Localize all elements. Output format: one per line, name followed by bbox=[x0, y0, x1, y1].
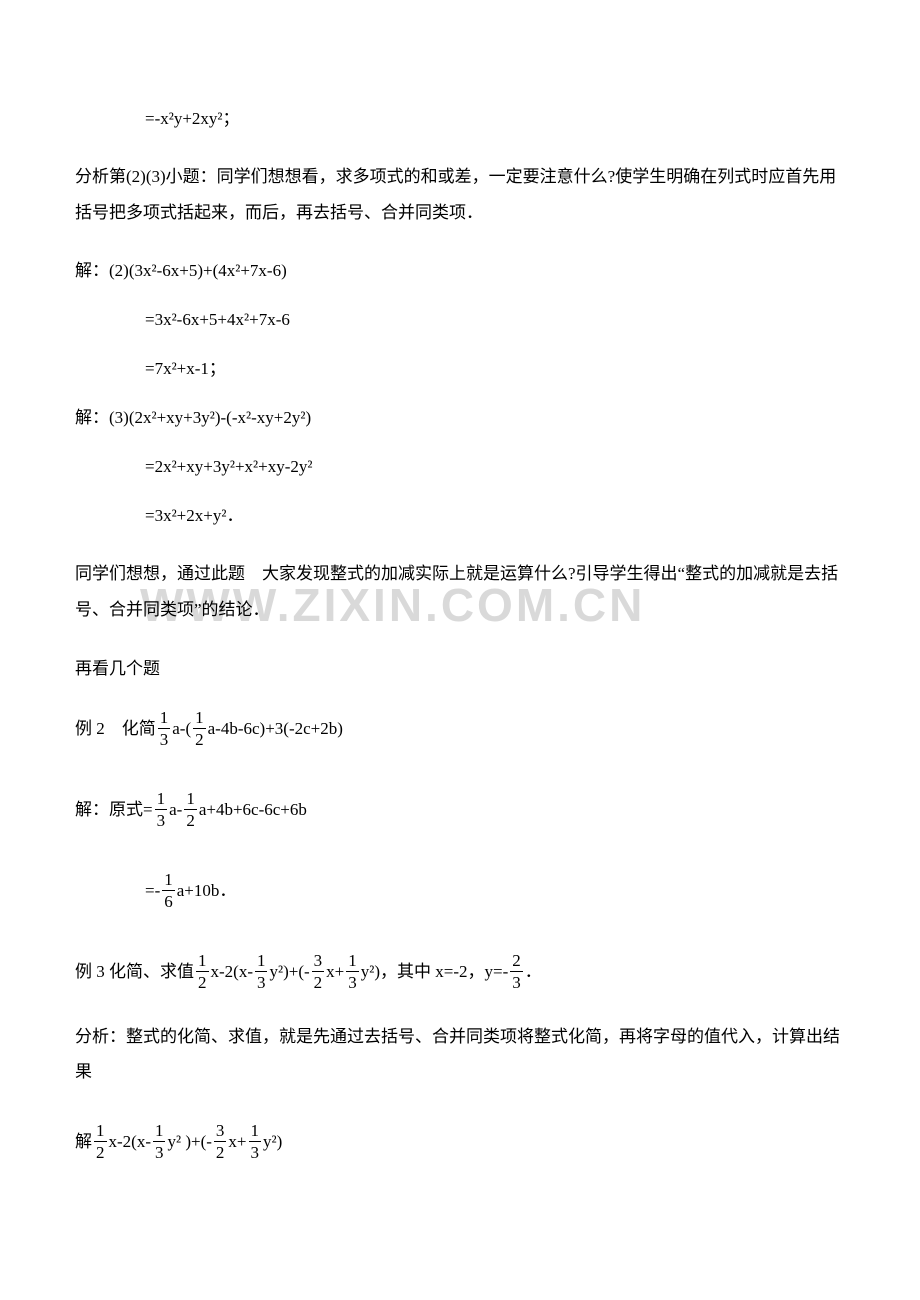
sol-3-header: 解：(3)(2x²+xy+3y²)-(-x²-xy+2y²) bbox=[75, 409, 845, 426]
sol-ex3-line: 解 12 x-2(x- 13 y² )+(- 32 x+ 13 y²) bbox=[75, 1122, 845, 1161]
sol3-text-b: x-2(x- bbox=[109, 1133, 151, 1150]
frac-1-3-f: 13 bbox=[249, 1122, 262, 1161]
frac-3-2: 32 bbox=[312, 952, 325, 991]
sol3-text-e: y²) bbox=[263, 1133, 282, 1150]
ex2-text-b: a-( bbox=[172, 720, 191, 737]
frac-1-2-b: 12 bbox=[184, 790, 197, 829]
analysis-ex3: 分析：整式的化简、求值，就是先通过去括号、合并同类项将整式化简，再将字母的值代入… bbox=[75, 1019, 845, 1090]
ex3-text-e: y²)，其中 x=-2，y=- bbox=[361, 963, 509, 980]
ex2-text-a: 例 2 化简 bbox=[75, 720, 156, 737]
ex2-text-c: a-4b-6c)+3(-2c+2b) bbox=[208, 720, 360, 737]
frac-2-3: 23 bbox=[510, 952, 523, 991]
frac-1-2: 12 bbox=[193, 709, 206, 748]
sol3-text-a: 解 bbox=[75, 1133, 92, 1150]
frac-1-3-d: 13 bbox=[346, 952, 359, 991]
sol2d-text-b: a+10b． bbox=[177, 882, 237, 899]
sol-2-step2: =7x²+x-1； bbox=[75, 360, 845, 377]
eq-line-1: =-x²y+2xy²； bbox=[75, 110, 845, 127]
frac-1-3: 13 bbox=[158, 709, 171, 748]
ex3-text-f: ． bbox=[525, 963, 559, 980]
sol3-text-d: x+ bbox=[228, 1133, 246, 1150]
more-examples-label: 再看几个题 bbox=[75, 660, 845, 677]
frac-1-6: 16 bbox=[162, 871, 175, 910]
sol3-text-c: y² )+(- bbox=[167, 1133, 211, 1150]
frac-1-3-c: 13 bbox=[255, 952, 268, 991]
ex3-text-d: x+ bbox=[326, 963, 344, 980]
sol-ex2-line2: =- 16 a+10b． bbox=[75, 871, 845, 910]
conclusion-para: 同学们想想，通过此题 大家发现整式的加减实际上就是运算什么?引导学生得出“整式的… bbox=[75, 556, 845, 627]
frac-1-3-b: 13 bbox=[155, 790, 168, 829]
sol-ex2-line1: 解：原式= 13 a- 12 a+4b+6c-6c+6b bbox=[75, 790, 845, 829]
sol-3-step1: =2x²+xy+3y²+x²+xy-2y² bbox=[75, 458, 845, 475]
sol-3-step2: =3x²+2x+y²． bbox=[75, 507, 845, 524]
analysis-2-3: 分析第(2)(3)小题：同学们想想看，求多项式的和或差，一定要注意什么?使学生明… bbox=[75, 159, 845, 230]
sol2-text-b: a- bbox=[169, 801, 182, 818]
frac-1-3-e: 13 bbox=[153, 1122, 166, 1161]
ex3-text-b: x-2(x- bbox=[211, 963, 253, 980]
ex3-text-a: 例 3 化简、求值 bbox=[75, 963, 194, 980]
example-2-line: 例 2 化简 13 a-( 12 a-4b-6c)+3(-2c+2b) bbox=[75, 709, 845, 748]
sol-2-header: 解：(2)(3x²-6x+5)+(4x²+7x-6) bbox=[75, 262, 845, 279]
ex3-text-c: y²)+(- bbox=[269, 963, 309, 980]
sol2-text-c: a+4b+6c-6c+6b bbox=[199, 801, 307, 818]
sol-2-step1: =3x²-6x+5+4x²+7x-6 bbox=[75, 311, 845, 328]
frac-3-2-b: 32 bbox=[214, 1122, 227, 1161]
sol2-text-a: 解：原式= bbox=[75, 801, 153, 818]
document-body: =-x²y+2xy²； 分析第(2)(3)小题：同学们想想看，求多项式的和或差，… bbox=[75, 110, 845, 1161]
example-3-line: 例 3 化简、求值 12 x-2(x- 13 y²)+(- 32 x+ 13 y… bbox=[75, 952, 845, 991]
sol2d-text-a: =- bbox=[145, 882, 160, 899]
frac-1-2-c: 12 bbox=[196, 952, 209, 991]
frac-1-2-d: 12 bbox=[94, 1122, 107, 1161]
